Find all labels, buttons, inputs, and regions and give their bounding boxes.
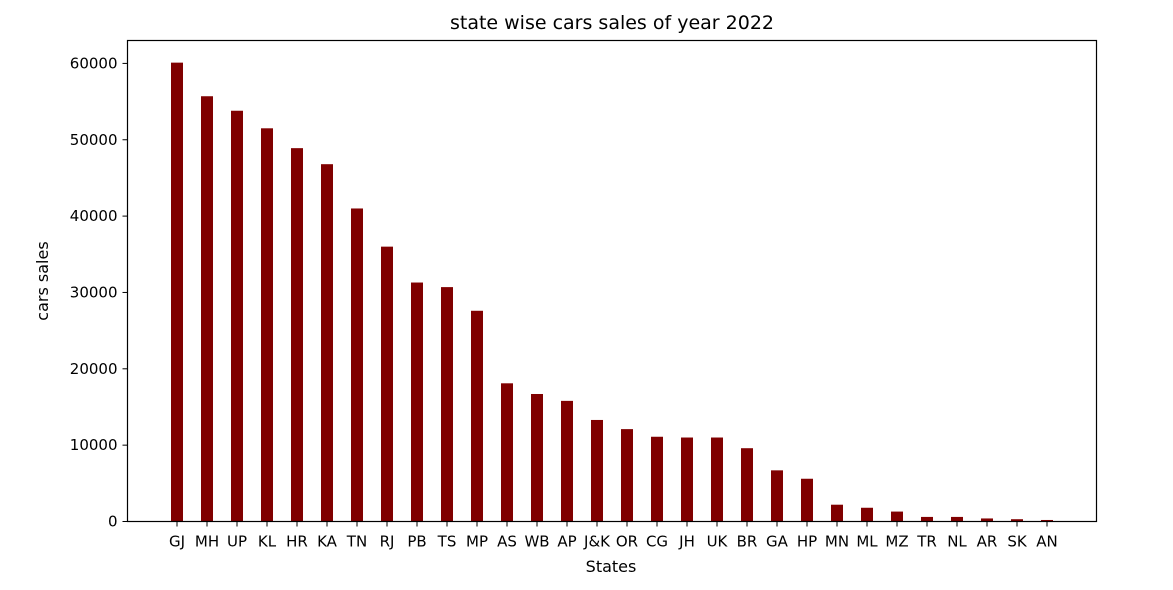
chart-title: state wise cars sales of year 2022 <box>450 12 774 34</box>
x-tick-label: TS <box>437 533 457 551</box>
x-tick-label: MN <box>825 533 849 551</box>
y-tick-label: 50000 <box>70 131 118 149</box>
bar-ap <box>561 400 573 522</box>
bar-pb <box>411 282 423 522</box>
x-tick-label: HP <box>797 533 817 551</box>
x-tick-label: MH <box>195 533 219 551</box>
bar-nl <box>951 516 963 522</box>
x-tick-label: BR <box>737 533 758 551</box>
x-tick-label: RJ <box>380 533 395 551</box>
x-tick-label: PB <box>407 533 426 551</box>
y-tick-label: 10000 <box>70 436 118 454</box>
bar-tn <box>351 208 363 522</box>
x-tick-label: NL <box>947 533 967 551</box>
x-tick-label: GJ <box>169 533 185 551</box>
x-tick-label: GA <box>766 533 789 551</box>
x-tick-label: TN <box>346 533 367 551</box>
bar-mn <box>831 504 843 522</box>
bar-rj <box>381 246 393 522</box>
y-axis-label: cars sales <box>33 241 52 320</box>
bar-hp <box>801 478 813 522</box>
x-tick-label: AS <box>497 533 517 551</box>
x-tick-label: ML <box>856 533 878 551</box>
x-tick-label: AN <box>1036 533 1057 551</box>
bar-gj <box>171 62 183 522</box>
x-tick-label: JH <box>678 533 695 551</box>
y-tick-label: 20000 <box>70 360 118 378</box>
x-tick-label: HR <box>286 533 308 551</box>
bar-ar <box>981 518 993 522</box>
x-tick-label: OR <box>616 533 638 551</box>
bar-ml <box>861 507 873 522</box>
x-tick-label: WB <box>524 533 549 551</box>
bar-sk <box>1011 519 1023 522</box>
bar-kl <box>261 128 273 522</box>
x-tick-label: TR <box>916 533 937 551</box>
x-tick-label: UK <box>707 533 729 551</box>
bar-uk <box>711 437 723 522</box>
bars-group <box>171 62 1053 522</box>
x-tick-label: MZ <box>885 533 908 551</box>
x-tick-label: AP <box>557 533 576 551</box>
x-tick-label: CG <box>646 533 668 551</box>
bar-as <box>501 383 513 522</box>
bar-jk <box>591 419 603 522</box>
y-tick-label: 60000 <box>70 54 118 72</box>
bar-ga <box>771 470 783 522</box>
x-axis-ticks: GJ MH UP KL HR KA TN RJ PB TS MP AS WB AP J&K OR CG JH UK B… <box>169 521 1058 551</box>
x-tick-label: MP <box>466 533 488 551</box>
bar-mz <box>891 511 903 522</box>
x-tick-label: J&K <box>583 533 611 551</box>
bar-br <box>741 448 753 522</box>
bar-tr <box>921 516 933 522</box>
x-tick-label: SK <box>1007 533 1028 551</box>
y-tick-label: 40000 <box>70 207 118 225</box>
x-tick-label: UP <box>227 533 247 551</box>
bar-cg <box>651 436 663 522</box>
bar-mp <box>471 310 483 522</box>
bar-up <box>231 110 243 522</box>
bar-ts <box>441 287 453 522</box>
y-axis-ticks: 0 10000 20000 30000 40000 50000 60000 <box>70 54 128 531</box>
bar-or <box>621 429 633 522</box>
x-tick-label: KA <box>317 533 338 551</box>
plot-frame <box>126 39 1098 523</box>
y-tick-label: 30000 <box>70 283 118 301</box>
bar-an <box>1041 519 1053 522</box>
bar-jh <box>681 437 693 522</box>
bar-hr <box>291 148 303 522</box>
bar-wb <box>531 393 543 522</box>
y-tick-label: 0 <box>108 513 118 531</box>
x-axis-label: States <box>586 557 637 576</box>
x-tick-label: KL <box>258 533 277 551</box>
bar-ka <box>321 164 333 522</box>
x-tick-label: AR <box>977 533 998 551</box>
bar-mh <box>201 96 213 522</box>
